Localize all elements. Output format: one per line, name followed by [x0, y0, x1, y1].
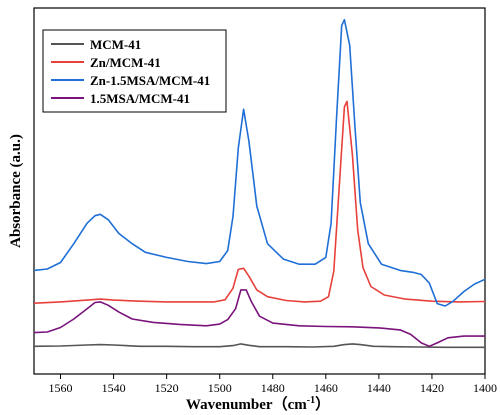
plot-frame [33, 7, 486, 375]
x-axis-title-close: ） [315, 395, 330, 413]
legend-label-mcm41: MCM-41 [90, 37, 141, 52]
x-tick-label: 1420 [420, 381, 444, 395]
series-lines [33, 18, 486, 349]
x-axis-title-main: Wavenumber（cm [186, 395, 307, 413]
legend: MCM-41 Zn/MCM-41 Zn-1.5MSA/MCM-41 1.5MSA… [42, 29, 227, 113]
x-tick-label: 1480 [261, 381, 285, 395]
legend-label-zn-mcm41: Zn/MCM-41 [90, 55, 161, 70]
x-tick-label: 1460 [314, 381, 338, 395]
x-tick-label: 1500 [208, 381, 232, 395]
series-line-1 [33, 100, 486, 304]
series-line-2 [33, 18, 486, 307]
legend-label-msa-mcm41: 1.5MSA/MCM-41 [90, 91, 190, 106]
x-tick-label: 1400 [473, 381, 497, 395]
x-tick-label: 1560 [49, 381, 73, 395]
x-tick-label: 1540 [102, 381, 126, 395]
x-tick-label: 1440 [367, 381, 391, 395]
legend-label-zn-msa-mcm41: Zn-1.5MSA/MCM-41 [90, 73, 210, 88]
x-ticks: 1560 1540 1520 1500 1480 1460 1440 1420 1400 [49, 374, 497, 395]
series-line-0 [33, 343, 485, 349]
y-axis-title: Absorbance (a.u.) [8, 134, 24, 248]
x-tick-label: 1520 [155, 381, 179, 395]
series-line-3 [33, 289, 485, 348]
x-axis-title: Wavenumber（cm-1） [186, 395, 330, 413]
x-axis-title-sup: -1 [307, 395, 315, 406]
